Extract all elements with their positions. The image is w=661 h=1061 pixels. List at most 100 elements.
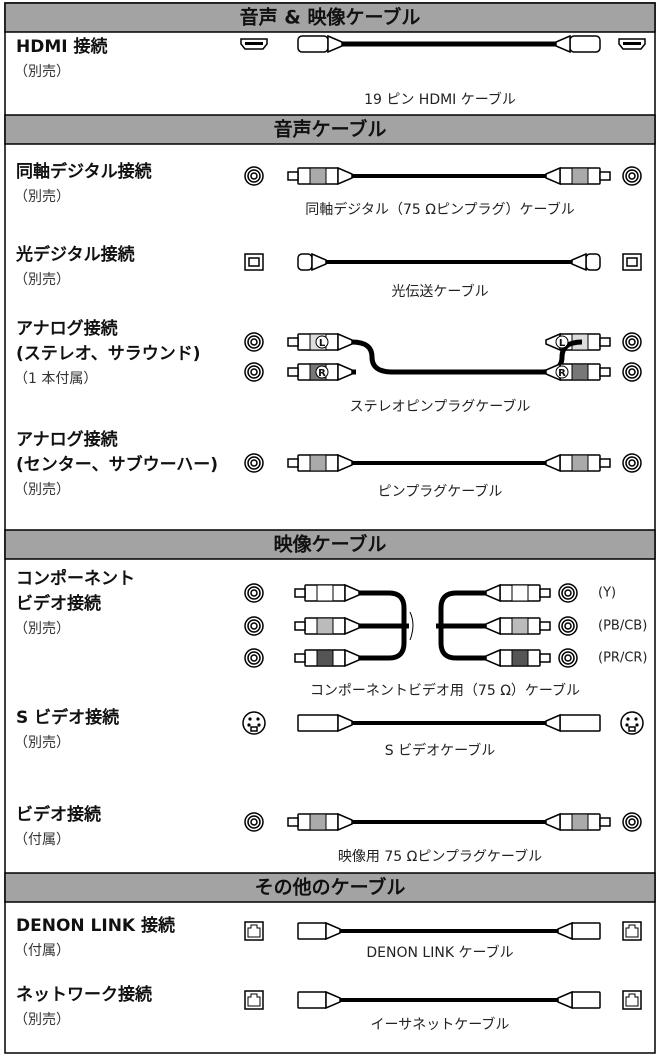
jack: [250, 818, 258, 826]
plug-band: [511, 617, 529, 635]
jack-port: [625, 993, 639, 1007]
plug-neck: [344, 616, 360, 636]
plug-neck: [485, 583, 501, 603]
plug-neck: [557, 921, 573, 941]
plug-band: [309, 167, 327, 185]
jack-pin: [635, 723, 639, 727]
jack: [564, 654, 572, 662]
cable-label: 19 ピン HDMI ケーブル: [364, 91, 516, 108]
plug-body: [559, 714, 601, 732]
connection-name: ネットワーク接続: [16, 984, 152, 1005]
plug-label-circle: [555, 365, 569, 379]
cable-label: 光伝送ケーブル: [391, 283, 488, 300]
plug-neck: [485, 648, 501, 668]
connection-name: コンポーネント: [16, 568, 135, 589]
plug-neck: [545, 453, 561, 473]
plug-tip: [294, 653, 306, 663]
jack-pin: [257, 723, 261, 727]
jack: [564, 589, 572, 597]
plug-tip: [294, 588, 306, 598]
plug-neck: [337, 812, 353, 832]
note: （別売）: [14, 482, 70, 498]
cable-break: [401, 611, 414, 641]
note: （別売）: [14, 272, 70, 288]
cable: [438, 590, 486, 641]
cable-label: DENON LINK ケーブル: [366, 944, 513, 961]
plug-body: [297, 35, 329, 53]
connection-name: アナログ接続: [16, 318, 118, 339]
plug-neck: [555, 34, 571, 54]
cable-label: コンポーネントビデオ用（75 Ω）ケーブル: [310, 682, 580, 699]
plug-neck: [337, 362, 353, 382]
plug-tip: [287, 458, 299, 468]
jack: [622, 990, 642, 1010]
plug-neck: [311, 252, 327, 272]
plug-neck: [337, 166, 353, 186]
section-title: 音声ケーブル: [274, 118, 387, 141]
note: （1 本付属）: [14, 371, 97, 387]
plug-neck: [327, 34, 343, 54]
plug-neck: [545, 713, 561, 733]
plug-band: [511, 584, 529, 602]
plug-body: [297, 253, 313, 271]
plug-neck: [545, 812, 561, 832]
note: （別売）: [14, 735, 70, 751]
jack: [628, 459, 636, 467]
plug-tip: [599, 367, 611, 377]
connection-name: 同軸デジタル接続: [16, 161, 152, 182]
plug-band: [309, 813, 327, 831]
plug-band: [571, 454, 589, 472]
jack: [250, 654, 258, 662]
plug-body: [571, 991, 601, 1009]
jack: [564, 622, 572, 630]
cable-label: ピンプラグケーブル: [378, 483, 503, 500]
plug-tip: [599, 337, 611, 347]
plug-body: [569, 35, 601, 53]
jack: [628, 338, 636, 346]
plug-neck: [344, 583, 360, 603]
cable: [359, 590, 407, 641]
plug-neck: [325, 990, 341, 1010]
jack: [250, 368, 258, 376]
cable-label: S ビデオケーブル: [385, 742, 496, 759]
plug-band: [511, 649, 529, 667]
note: （別売）: [14, 621, 70, 637]
plug-label: L: [319, 338, 326, 349]
plug-label-circle: [555, 335, 569, 349]
plug-tip: [287, 367, 299, 377]
plug-band: [316, 584, 334, 602]
connection-name: HDMI 接続: [16, 36, 108, 57]
plug-tip: [539, 621, 551, 631]
jack-port: [625, 924, 639, 938]
plug-label: R: [558, 368, 566, 379]
plug-tip: [599, 171, 611, 181]
cable-label: イーサネットケーブル: [371, 1016, 510, 1033]
jack-pin: [625, 723, 629, 727]
section-title: その他のケーブル: [255, 876, 406, 899]
plug-neck: [337, 453, 353, 473]
plug-tip: [539, 653, 551, 663]
section-header: [4, 529, 656, 560]
cable: [351, 339, 583, 375]
cable-label: 同軸デジタル（75 Ωピンプラグ）ケーブル: [305, 201, 574, 218]
connection-name: ビデオ接続: [16, 593, 101, 614]
plug-label-circle: [315, 365, 329, 379]
jack: [250, 459, 258, 467]
plug-neck: [485, 616, 501, 636]
cable: [359, 610, 407, 661]
jack-pin: [248, 717, 252, 721]
plug-band: [316, 649, 334, 667]
plug-neck: [344, 648, 360, 668]
jack: [628, 818, 636, 826]
cable-label: ステレオピンプラグケーブル: [350, 398, 531, 415]
plug-body: [585, 253, 601, 271]
plug-label: L: [559, 338, 566, 349]
plug-neck: [571, 252, 587, 272]
connection-name: ビデオ接続: [16, 804, 101, 825]
plug-band: [309, 454, 327, 472]
cable: [438, 610, 486, 661]
jack: [244, 921, 264, 941]
section-header: [4, 114, 656, 145]
note: （別売）: [14, 189, 70, 205]
